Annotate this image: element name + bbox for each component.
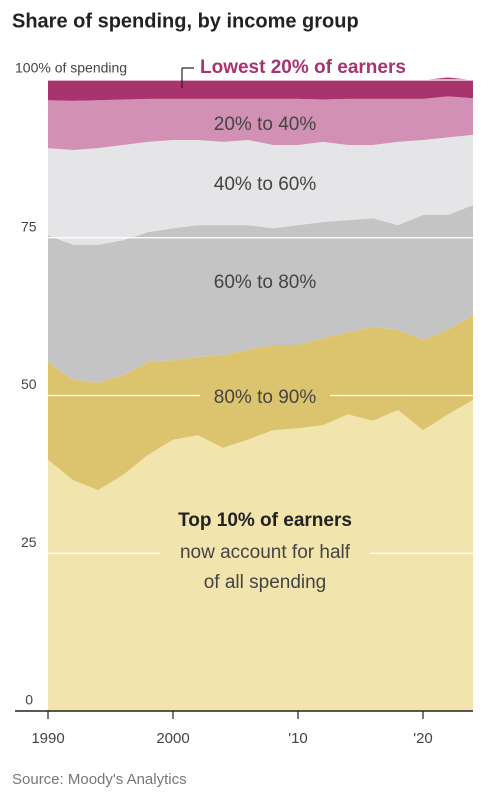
series-label: 20% to 40% <box>214 114 317 135</box>
annotation: now account for half <box>180 542 351 563</box>
y-tick-label: 0 <box>25 692 33 708</box>
x-tick-label: '10 <box>288 730 308 747</box>
series-label: 80% to 90% <box>214 387 317 408</box>
x-tick-label: 2000 <box>156 730 189 747</box>
chart-title: Share of spending, by income group <box>12 10 359 32</box>
series-label: Lowest 20% of earners <box>200 57 406 78</box>
x-tick-label: 1990 <box>31 730 64 747</box>
area <box>48 204 473 383</box>
overlay: 0 25 50 75 100% of spending 1990 2000 '10 '20 Top… <box>15 57 473 747</box>
label-background <box>200 386 330 410</box>
y-tick-label: 50 <box>21 376 37 392</box>
series-label: Top 10% of earners <box>178 510 352 531</box>
annotation: of all spending <box>204 572 327 593</box>
y-tick-label: 100% of spending <box>15 60 127 76</box>
area <box>48 134 473 245</box>
series-label: 40% to 60% <box>214 174 317 195</box>
y-tick-label: 75 <box>21 218 37 234</box>
areas <box>48 77 473 711</box>
series-label: 60% to 80% <box>214 272 317 293</box>
area <box>48 77 473 101</box>
label-background <box>160 541 370 565</box>
source: Source: Moody's Analytics <box>12 771 187 788</box>
y-tick-label: 25 <box>21 534 37 550</box>
area <box>48 96 473 151</box>
x-tick-label: '20 <box>413 730 433 747</box>
